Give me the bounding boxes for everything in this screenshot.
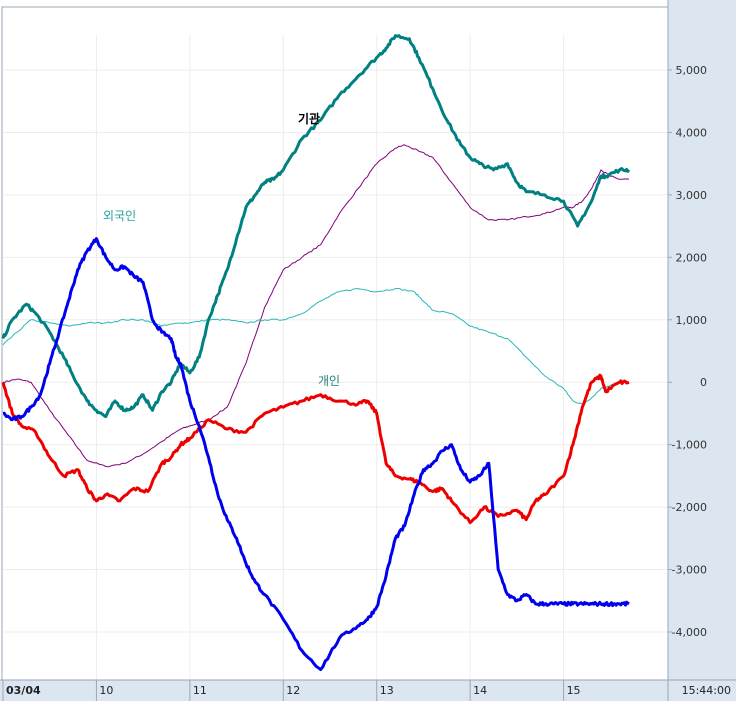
series-line-0: [1, 34, 631, 419]
time-readout-label: 15:44:00: [682, 684, 731, 697]
y-tick-label: 4,000: [676, 126, 708, 139]
bottom-axis-background: [0, 680, 736, 701]
y-tick-label: 1,000: [676, 314, 708, 327]
series-label-1: 외국인: [103, 209, 136, 223]
y-tick-label: -2,000: [672, 501, 707, 514]
series-line-1: [2, 287, 630, 405]
x-tick-label: 13: [380, 684, 394, 697]
y-tick-label: -1,000: [672, 439, 707, 452]
y-tick-label: -4,000: [672, 626, 707, 639]
x-tick-labels: 03/04 10 11 12 13 14 15: [2, 680, 581, 701]
time-readout: 15:44:00: [682, 684, 731, 697]
bottom-axis-panel: [0, 680, 736, 701]
y-tick-label: 0: [700, 376, 707, 389]
series-lines: [1, 34, 631, 671]
x-tick-label: 03/04: [6, 684, 41, 697]
right-axis-background: [668, 0, 736, 701]
x-tick-label: 15: [567, 684, 581, 697]
x-tick-label: 14: [473, 684, 487, 697]
plot-frame: [1, 6, 669, 681]
series-line-2: [2, 144, 630, 468]
y-tick-label: 5,000: [676, 64, 708, 77]
series-line-4: [2, 237, 630, 671]
x-tick-label: 11: [193, 684, 207, 697]
y-tick-label: 3,000: [676, 189, 708, 202]
series-label-0: 기관: [298, 111, 320, 126]
y-tick-labels: 5,000 4,000 3,000 2,000 1,000 0 -1,000 -2,000 -3…: [668, 64, 707, 639]
y-tick-label: -3,000: [672, 564, 707, 577]
grid: [3, 35, 668, 680]
x-tick-label: 12: [286, 684, 300, 697]
right-axis-panel: [668, 0, 736, 701]
x-tick-label: 10: [99, 684, 113, 697]
y-tick-label: 2,000: [676, 251, 708, 264]
series-line-3: [1, 373, 630, 525]
series-label-3: 개인: [318, 374, 340, 388]
